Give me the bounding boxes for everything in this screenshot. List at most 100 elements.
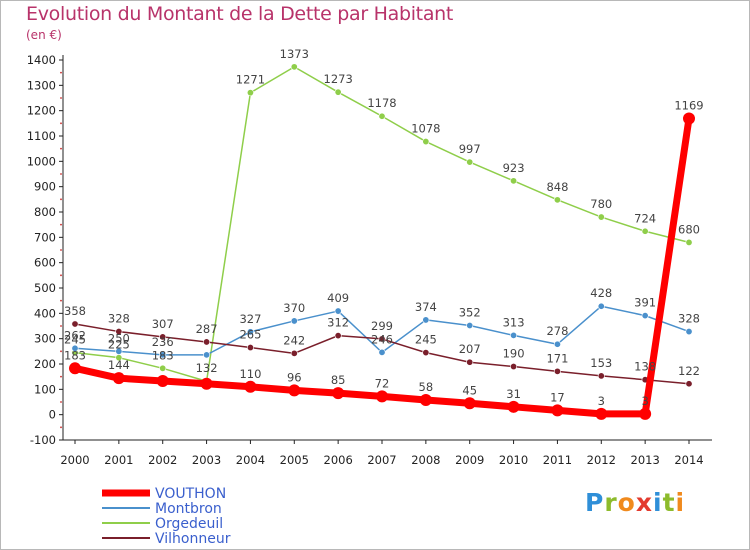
- axes: -100 0 100 200 300 400 500 600 700 800 900 1000 1100…: [27, 53, 712, 467]
- x-tick-label: 2003: [192, 453, 221, 467]
- data-label-vilhonneur: 299: [371, 319, 393, 333]
- data-label-vilhonneur: 242: [283, 333, 305, 347]
- data-label-montbron: 391: [634, 296, 656, 310]
- y-minor-tick: [60, 375, 62, 378]
- logo-letter: r: [604, 488, 618, 517]
- data-point-montbron: [466, 321, 474, 329]
- data-label-vouthon: 96: [287, 370, 302, 384]
- data-label-montbron: 246: [371, 332, 393, 346]
- data-label-orgedeuil: 923: [503, 161, 525, 175]
- y-minor-tick: [60, 350, 62, 353]
- data-point-orgedeuil: [597, 213, 605, 221]
- logo-letter: x: [635, 488, 653, 517]
- data-label-vouthon: 3: [641, 394, 648, 408]
- data-label-montbron: 327: [239, 312, 261, 326]
- data-label-montbron: 313: [503, 315, 525, 329]
- data-label-orgedeuil: 1373: [280, 47, 309, 61]
- data-label-vilhonneur: 328: [108, 312, 130, 326]
- y-minor-tick: [60, 325, 62, 327]
- data-point-vouthon: [683, 112, 695, 125]
- data-point-orgedeuil: [510, 177, 518, 185]
- data-label-orgedeuil: 848: [546, 180, 568, 194]
- data-point-vouthon: [200, 377, 213, 390]
- x-tick-label: 2009: [455, 453, 484, 467]
- data-label-montbron: 374: [415, 300, 437, 314]
- point-labels: 245 225 183 132 1271 1373 1273 1178 1078 997 923 84…: [64, 47, 704, 408]
- x-tick-label: 2005: [280, 453, 309, 467]
- x-tick-label: 2007: [367, 453, 396, 467]
- data-label-vilhonneur: 245: [415, 333, 437, 347]
- data-label-vilhonneur: 190: [503, 347, 525, 361]
- data-point-montbron: [203, 351, 211, 359]
- y-tick-label: 800: [34, 205, 56, 219]
- data-point-vilhonneur: [246, 344, 254, 352]
- logo-letter: i: [675, 488, 686, 517]
- data-label-vouthon: 85: [331, 373, 346, 387]
- data-point-orgedeuil: [246, 89, 254, 97]
- data-label-vilhonneur: 265: [239, 328, 261, 342]
- y-tick-label: 1400: [27, 53, 56, 67]
- x-tick-label: 2014: [674, 453, 703, 467]
- data-point-montbron: [510, 331, 518, 339]
- y-minor-tick: [60, 299, 62, 302]
- data-point-vouthon: [156, 374, 169, 387]
- data-label-vouthon: 58: [419, 380, 434, 394]
- data-label-vouthon: 31: [506, 387, 521, 401]
- data-label-montbron: 352: [459, 305, 481, 319]
- data-label-montbron: 370: [283, 301, 305, 315]
- data-label-vilhonneur: 138: [634, 360, 656, 374]
- series-lines: [69, 63, 695, 420]
- data-point-vilhonneur: [685, 380, 693, 388]
- data-point-montbron: [422, 316, 430, 324]
- data-point-montbron: [378, 348, 386, 356]
- data-label-orgedeuil: 1271: [236, 73, 265, 87]
- data-point-montbron: [159, 351, 167, 359]
- data-label-orgedeuil: 724: [634, 211, 656, 225]
- data-label-orgedeuil: 132: [196, 361, 218, 375]
- y-tick-label: 600: [34, 256, 56, 270]
- data-point-orgedeuil: [422, 138, 430, 146]
- y-tick-label: 1100: [27, 129, 56, 143]
- y-tick-label: 200: [34, 357, 56, 371]
- data-point-montbron: [115, 347, 123, 355]
- data-label-montbron: 236: [152, 335, 174, 349]
- data-point-vouthon: [419, 393, 432, 406]
- data-point-vouthon: [551, 404, 564, 417]
- data-point-montbron: [641, 312, 649, 320]
- chart-title: Evolution du Montant de la Dette par Hab…: [26, 3, 454, 25]
- data-point-montbron: [685, 328, 693, 336]
- y-minor-tick: [60, 71, 62, 74]
- y-minor-tick: [60, 426, 62, 429]
- data-label-montbron: 428: [590, 286, 612, 300]
- data-label-vilhonneur: 287: [196, 322, 218, 336]
- data-point-orgedeuil: [159, 364, 167, 372]
- data-point-orgedeuil: [290, 63, 298, 71]
- data-label-vouthon: 3: [598, 394, 605, 408]
- y-minor-tick: [60, 249, 62, 251]
- data-point-vilhonneur: [334, 332, 342, 340]
- logo-letter: P: [585, 488, 605, 517]
- y-minor-tick: [60, 147, 62, 150]
- data-label-vouthon: 45: [462, 383, 477, 397]
- legend-label-montbron: Montbron: [155, 501, 222, 517]
- data-point-vilhonneur: [378, 335, 386, 343]
- y-tick-label: 1000: [27, 154, 56, 168]
- data-point-orgedeuil: [553, 196, 561, 204]
- data-label-orgedeuil: 780: [590, 197, 612, 211]
- data-point-orgedeuil: [378, 112, 386, 120]
- data-label-vouthon: 110: [239, 367, 261, 381]
- data-point-orgedeuil: [466, 158, 474, 166]
- data-point-vouthon: [112, 372, 125, 385]
- y-tick-label: 100: [34, 382, 56, 396]
- legend-label-vouthon: VOUTHON: [155, 486, 226, 502]
- y-minor-tick: [60, 173, 62, 175]
- y-tick-label: 900: [34, 180, 56, 194]
- data-point-vilhonneur: [203, 338, 211, 346]
- y-tick-label: 1300: [27, 78, 56, 92]
- data-point-vouthon: [507, 400, 520, 413]
- x-tick-label: 2001: [104, 453, 133, 467]
- y-tick-label: 700: [34, 230, 56, 244]
- y-tick-label: 1200: [27, 104, 56, 118]
